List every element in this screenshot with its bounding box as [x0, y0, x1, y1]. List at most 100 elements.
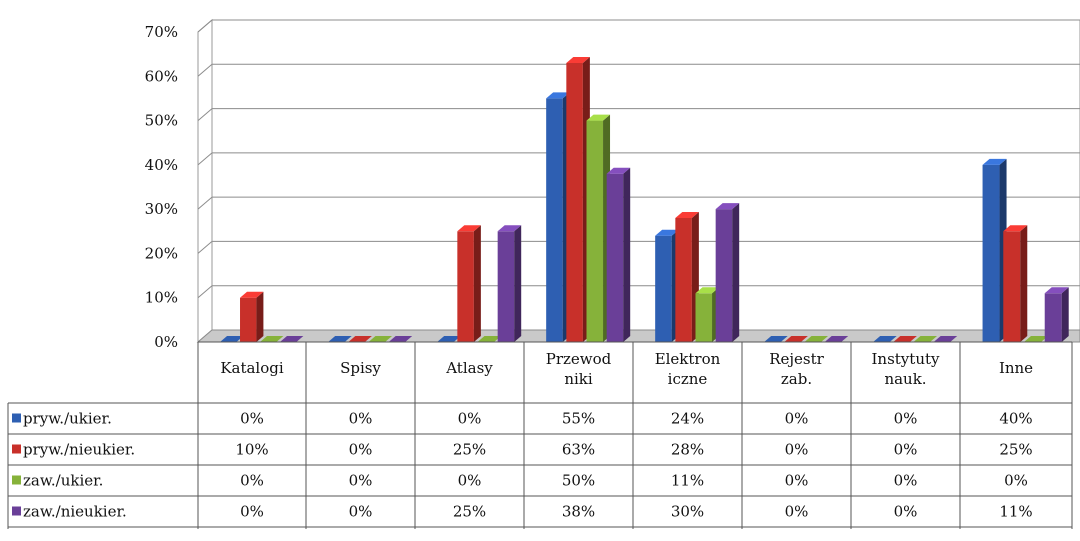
data-label: 0% [785, 410, 809, 428]
bar-side [473, 225, 481, 342]
bar-top [695, 287, 720, 294]
bar [279, 336, 304, 342]
data-label: 0% [349, 410, 373, 428]
bar-front [606, 173, 624, 342]
data-label: 0% [458, 410, 482, 428]
data-label: 0% [785, 503, 809, 521]
y-tick-label: 40% [145, 156, 178, 174]
bar [695, 287, 720, 342]
bar-zero [893, 336, 917, 342]
bar [348, 336, 372, 342]
bar-zero [913, 336, 938, 342]
bar [824, 336, 849, 342]
legend-label: pryw./ukier. [23, 410, 112, 428]
legend-label: zaw./ukier. [23, 472, 103, 490]
data-label: 0% [240, 503, 264, 521]
bar [804, 336, 829, 342]
data-label: 55% [562, 410, 595, 428]
bar [220, 336, 244, 342]
gridline-side [197, 152, 213, 166]
data-label: 0% [785, 472, 809, 490]
bar [586, 114, 611, 342]
category-label: Atlasy [445, 359, 493, 377]
bar-zero [824, 336, 849, 342]
bar-front [655, 235, 672, 342]
gridline-side [197, 19, 213, 33]
data-label: 25% [453, 503, 486, 521]
bar-zero [477, 336, 502, 342]
data-label: 0% [894, 441, 918, 459]
data-label: 0% [785, 441, 809, 459]
bar-front [675, 218, 692, 342]
bar [715, 203, 740, 342]
gridline-side [197, 241, 213, 254]
bar-zero [260, 336, 284, 342]
bar-zero [933, 336, 958, 342]
legend-label: pryw./nieukier. [23, 441, 135, 459]
bar [784, 336, 808, 342]
bar-top [675, 212, 699, 218]
data-label: 25% [453, 441, 486, 459]
data-label: 0% [458, 472, 482, 490]
y-tick-label: 60% [145, 67, 178, 85]
bar-front [715, 209, 733, 342]
bar-top [606, 167, 631, 174]
data-label: 0% [894, 503, 918, 521]
bar-top [240, 291, 264, 298]
data-label: 10% [235, 441, 268, 459]
bar [893, 336, 917, 342]
data-label: 63% [562, 441, 595, 459]
plot-back-wall [211, 19, 1080, 331]
data-label: 11% [671, 472, 704, 490]
data-label: 0% [894, 410, 918, 428]
bar-top [1044, 287, 1069, 294]
bar-front [1044, 293, 1062, 342]
bar-side [1020, 225, 1028, 342]
category-label: Przewod niki [546, 350, 612, 388]
y-tick-label: 70% [145, 23, 178, 41]
bar [933, 336, 958, 342]
data-label: 11% [999, 503, 1032, 521]
category-label: Inne [999, 359, 1033, 377]
bar-front [695, 293, 713, 342]
bar [606, 167, 631, 342]
bar-front [546, 98, 563, 342]
bar-side [1061, 287, 1069, 342]
data-label: 28% [671, 441, 704, 459]
data-label: 30% [671, 503, 704, 521]
bar-zero [279, 336, 304, 342]
data-label: 25% [999, 441, 1032, 459]
bar-zero [368, 336, 393, 342]
category-label: Instytuty nauk. [872, 350, 941, 388]
bar [655, 229, 679, 342]
bar-side [623, 167, 631, 342]
bar-front [566, 63, 583, 342]
bar [328, 336, 352, 342]
bar-zero [348, 336, 372, 342]
data-label: 0% [349, 441, 373, 459]
data-label: 0% [894, 472, 918, 490]
bar [457, 225, 481, 342]
y-tick-label: 20% [145, 244, 178, 262]
bar [240, 291, 264, 342]
bar [437, 336, 461, 342]
bar-top [566, 57, 590, 63]
bar-top [457, 225, 481, 232]
legend-swatch [12, 506, 21, 516]
data-label: 0% [349, 503, 373, 521]
data-label: 0% [240, 472, 264, 490]
bar-side [732, 203, 740, 342]
legend-label: zaw./nieukier. [23, 503, 127, 521]
bar-front [240, 297, 257, 342]
bar-zero [437, 336, 461, 342]
bar-front [497, 231, 515, 342]
data-label: 0% [349, 472, 373, 490]
bar-front [457, 231, 474, 342]
bar-top [586, 114, 611, 121]
bar [1024, 336, 1048, 342]
bar-top [715, 203, 740, 210]
bar-zero [1024, 336, 1048, 342]
category-label: Elektron iczne [655, 350, 721, 388]
bar-zero [388, 336, 413, 342]
data-label: 0% [240, 410, 264, 428]
